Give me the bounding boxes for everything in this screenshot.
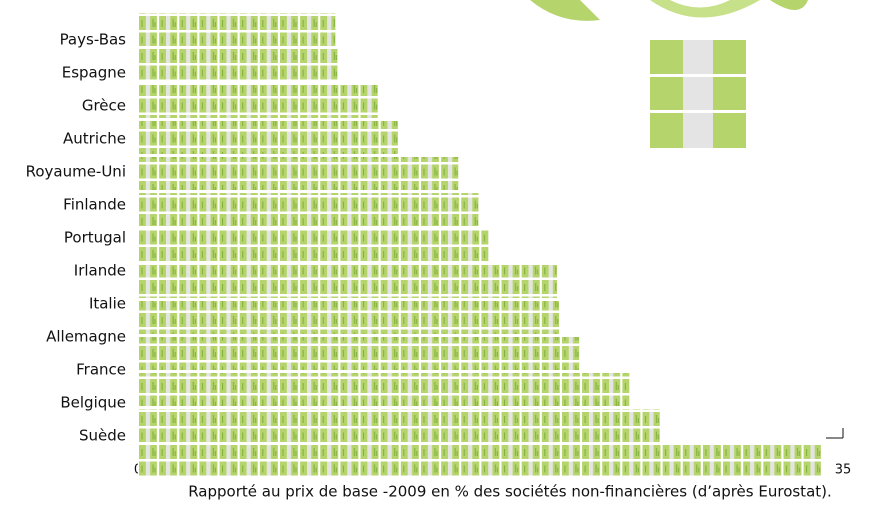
y-tick-label: Autriche xyxy=(63,130,126,148)
y-tick-label: Portugal xyxy=(64,229,126,247)
y-tick-label: Belgique xyxy=(60,394,126,412)
x-axis-label: Rapporté au prix de base -2009 en % des … xyxy=(188,483,832,501)
bar xyxy=(138,409,660,442)
bar xyxy=(138,193,479,226)
y-tick-label: Royaume-Uni xyxy=(26,163,126,181)
bar xyxy=(138,13,336,46)
bar xyxy=(138,337,580,370)
y-tick-label: Grèce xyxy=(82,97,126,115)
y-tick-label: Pays-Bas xyxy=(60,31,127,49)
bar xyxy=(138,445,821,478)
bar xyxy=(138,301,559,334)
bar xyxy=(138,373,630,406)
bar xyxy=(138,49,338,82)
decoration xyxy=(530,0,844,439)
y-tick-label: Espagne xyxy=(62,64,126,82)
bar xyxy=(138,265,557,298)
bar xyxy=(138,229,489,262)
bar xyxy=(138,157,459,190)
x-tick-label: 35 xyxy=(835,463,852,478)
y-tick-label: Irlande xyxy=(74,262,126,280)
bar xyxy=(138,121,398,154)
y-tick-label: Finlande xyxy=(63,196,126,214)
y-tick-label: Suède xyxy=(79,427,126,445)
y-tick-label: Italie xyxy=(89,295,126,313)
bar xyxy=(138,85,378,118)
y-tick-label: France xyxy=(76,361,126,379)
y-tick-label: Allemagne xyxy=(46,328,126,346)
